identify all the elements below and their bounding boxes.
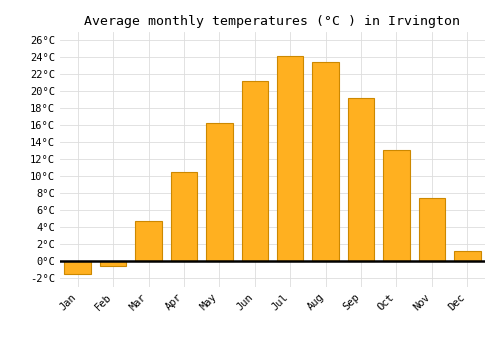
Bar [277,56,303,261]
Bar [348,98,374,261]
Bar [454,251,480,261]
Bar [383,150,409,261]
Bar [242,81,268,261]
Bar [64,261,91,274]
Title: Average monthly temperatures (°C ) in Irvington: Average monthly temperatures (°C ) in Ir… [84,15,460,28]
Bar [312,62,339,261]
Bar [206,124,233,261]
Bar [170,172,197,261]
Bar [418,197,445,261]
Bar [100,261,126,266]
Bar [136,220,162,261]
